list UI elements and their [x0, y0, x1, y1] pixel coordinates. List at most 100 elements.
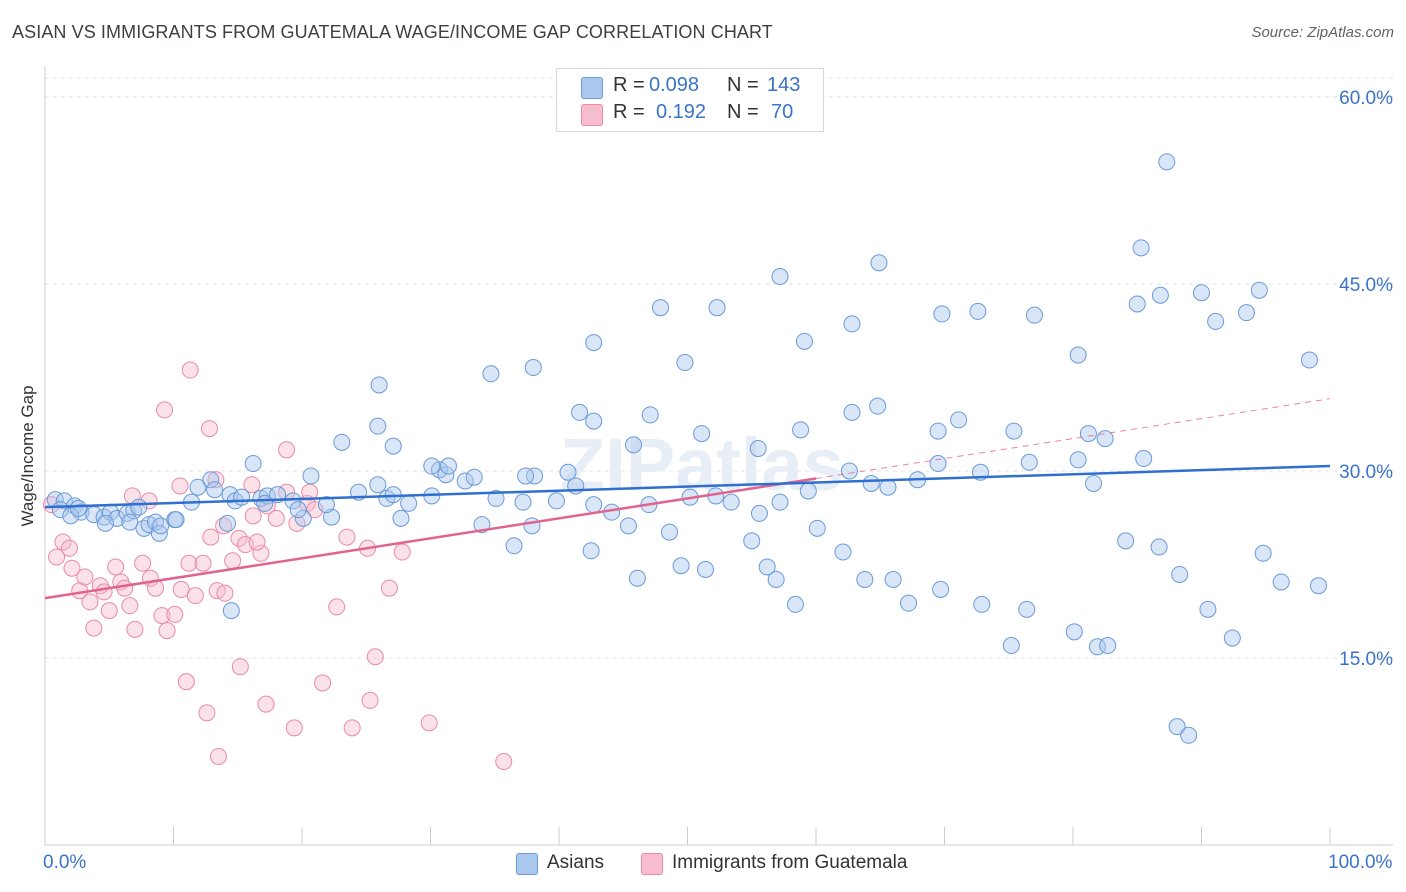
asian-point: [900, 594, 918, 612]
guatemala-trend-extension: [815, 398, 1331, 479]
guatemala-point: [95, 583, 113, 601]
guatemala-point: [224, 552, 242, 570]
asian-point: [487, 489, 505, 507]
asian-point: [302, 467, 320, 485]
asian-point: [1132, 239, 1150, 257]
asians-n-label: N =: [727, 74, 759, 96]
asian-point: [619, 517, 637, 535]
asian-point: [69, 499, 87, 517]
guatemala-n-label: N =: [727, 101, 759, 123]
asian-point: [771, 268, 789, 286]
asian-trend-line: [44, 464, 1331, 509]
asian-point: [559, 463, 577, 481]
asian-point: [1207, 312, 1225, 330]
asian-point: [1117, 532, 1135, 550]
guatemala-n-value: 70: [771, 101, 794, 123]
asian-point: [1193, 284, 1210, 302]
asian-point: [693, 425, 711, 443]
asian-point: [879, 478, 897, 496]
asian-point: [1005, 422, 1023, 440]
asian-point: [289, 501, 307, 519]
guatemala-point: [126, 620, 144, 638]
asian-point: [294, 509, 312, 527]
asian-point: [547, 492, 565, 510]
asian-point: [370, 376, 388, 394]
guatemala-point: [158, 622, 176, 640]
guatemala-point: [177, 673, 195, 691]
y-tick-labels: 15.0% 30.0% 45.0% 60.0%: [1339, 88, 1393, 670]
y-tick-label: 30.0%: [1339, 462, 1393, 483]
gridlines: [45, 77, 1393, 659]
asian-point: [1237, 304, 1255, 322]
asian-point: [932, 580, 950, 598]
guatemala-point: [230, 529, 248, 547]
asian-point: [1272, 573, 1290, 591]
asian-point: [1300, 351, 1318, 369]
asian-point: [1223, 629, 1241, 647]
x-axis-min-label: 0.0%: [43, 852, 87, 873]
asian-point: [1150, 538, 1168, 556]
asian-point: [1128, 295, 1146, 313]
asian-point: [843, 403, 861, 421]
guatemala-point: [209, 747, 227, 765]
guatemala-point: [267, 509, 285, 527]
guatemala-point: [495, 752, 513, 770]
asian-point: [482, 365, 500, 383]
asian-point: [750, 504, 768, 522]
asian-point: [55, 492, 73, 510]
guatemala-point: [257, 695, 275, 713]
guatemala-point: [244, 507, 262, 525]
asian-point: [870, 254, 888, 272]
guatemala-point: [172, 580, 190, 598]
asian-point: [799, 482, 817, 500]
asian-point: [1199, 600, 1217, 618]
asian-point: [1151, 286, 1169, 304]
guatemala-point: [60, 539, 78, 557]
asian-point: [1018, 600, 1036, 618]
asian-point: [1099, 637, 1117, 655]
guatemala-point: [328, 598, 346, 616]
trend-lines: [44, 398, 1331, 600]
guatemala-point: [121, 597, 139, 615]
asian-point: [152, 517, 170, 535]
asian-point: [1250, 281, 1268, 299]
asian-point: [517, 467, 535, 485]
asian-point: [1079, 425, 1097, 443]
asian-point: [130, 498, 148, 516]
asian-point: [969, 302, 987, 320]
guatemala-point: [248, 533, 266, 551]
asian-point: [843, 315, 861, 333]
asian-point: [625, 436, 643, 454]
guatemala-point: [314, 674, 332, 692]
asian-point: [722, 493, 740, 511]
guatemala-point: [380, 579, 398, 597]
asian-point: [749, 440, 767, 458]
asian-point: [514, 493, 532, 511]
asians-n-value: 143: [767, 74, 801, 96]
source-label: Source: ZipAtlas.com: [1251, 24, 1394, 41]
asian-point: [1135, 450, 1153, 468]
asian-point: [167, 511, 185, 529]
asian-point: [1025, 306, 1043, 324]
guatemala-point: [252, 544, 270, 562]
asian-point: [523, 517, 541, 535]
guatemala-point: [76, 568, 94, 586]
guatemala-point: [393, 543, 411, 561]
stats-legend: R = 0.098 N = 143 R = 0.192 N = 70: [556, 68, 824, 132]
asian-point: [244, 455, 262, 473]
guatemala-trend-line: [44, 477, 817, 600]
asian-point: [856, 570, 874, 588]
guatemala-point: [153, 607, 171, 625]
guatemala-swatch: [581, 104, 603, 126]
guatemala-point: [180, 554, 198, 572]
asian-point: [1069, 346, 1087, 364]
asian-point: [369, 476, 387, 494]
bottom-legend-guatemala-swatch: [641, 853, 663, 875]
guatemala-point: [366, 648, 384, 666]
asians-swatch: [581, 77, 603, 99]
guatemala-point: [202, 528, 220, 546]
guatemala-point: [116, 579, 134, 597]
asian-point: [1171, 565, 1189, 583]
bottom-legend-asians-swatch: [516, 853, 538, 875]
asian-point: [973, 595, 991, 613]
